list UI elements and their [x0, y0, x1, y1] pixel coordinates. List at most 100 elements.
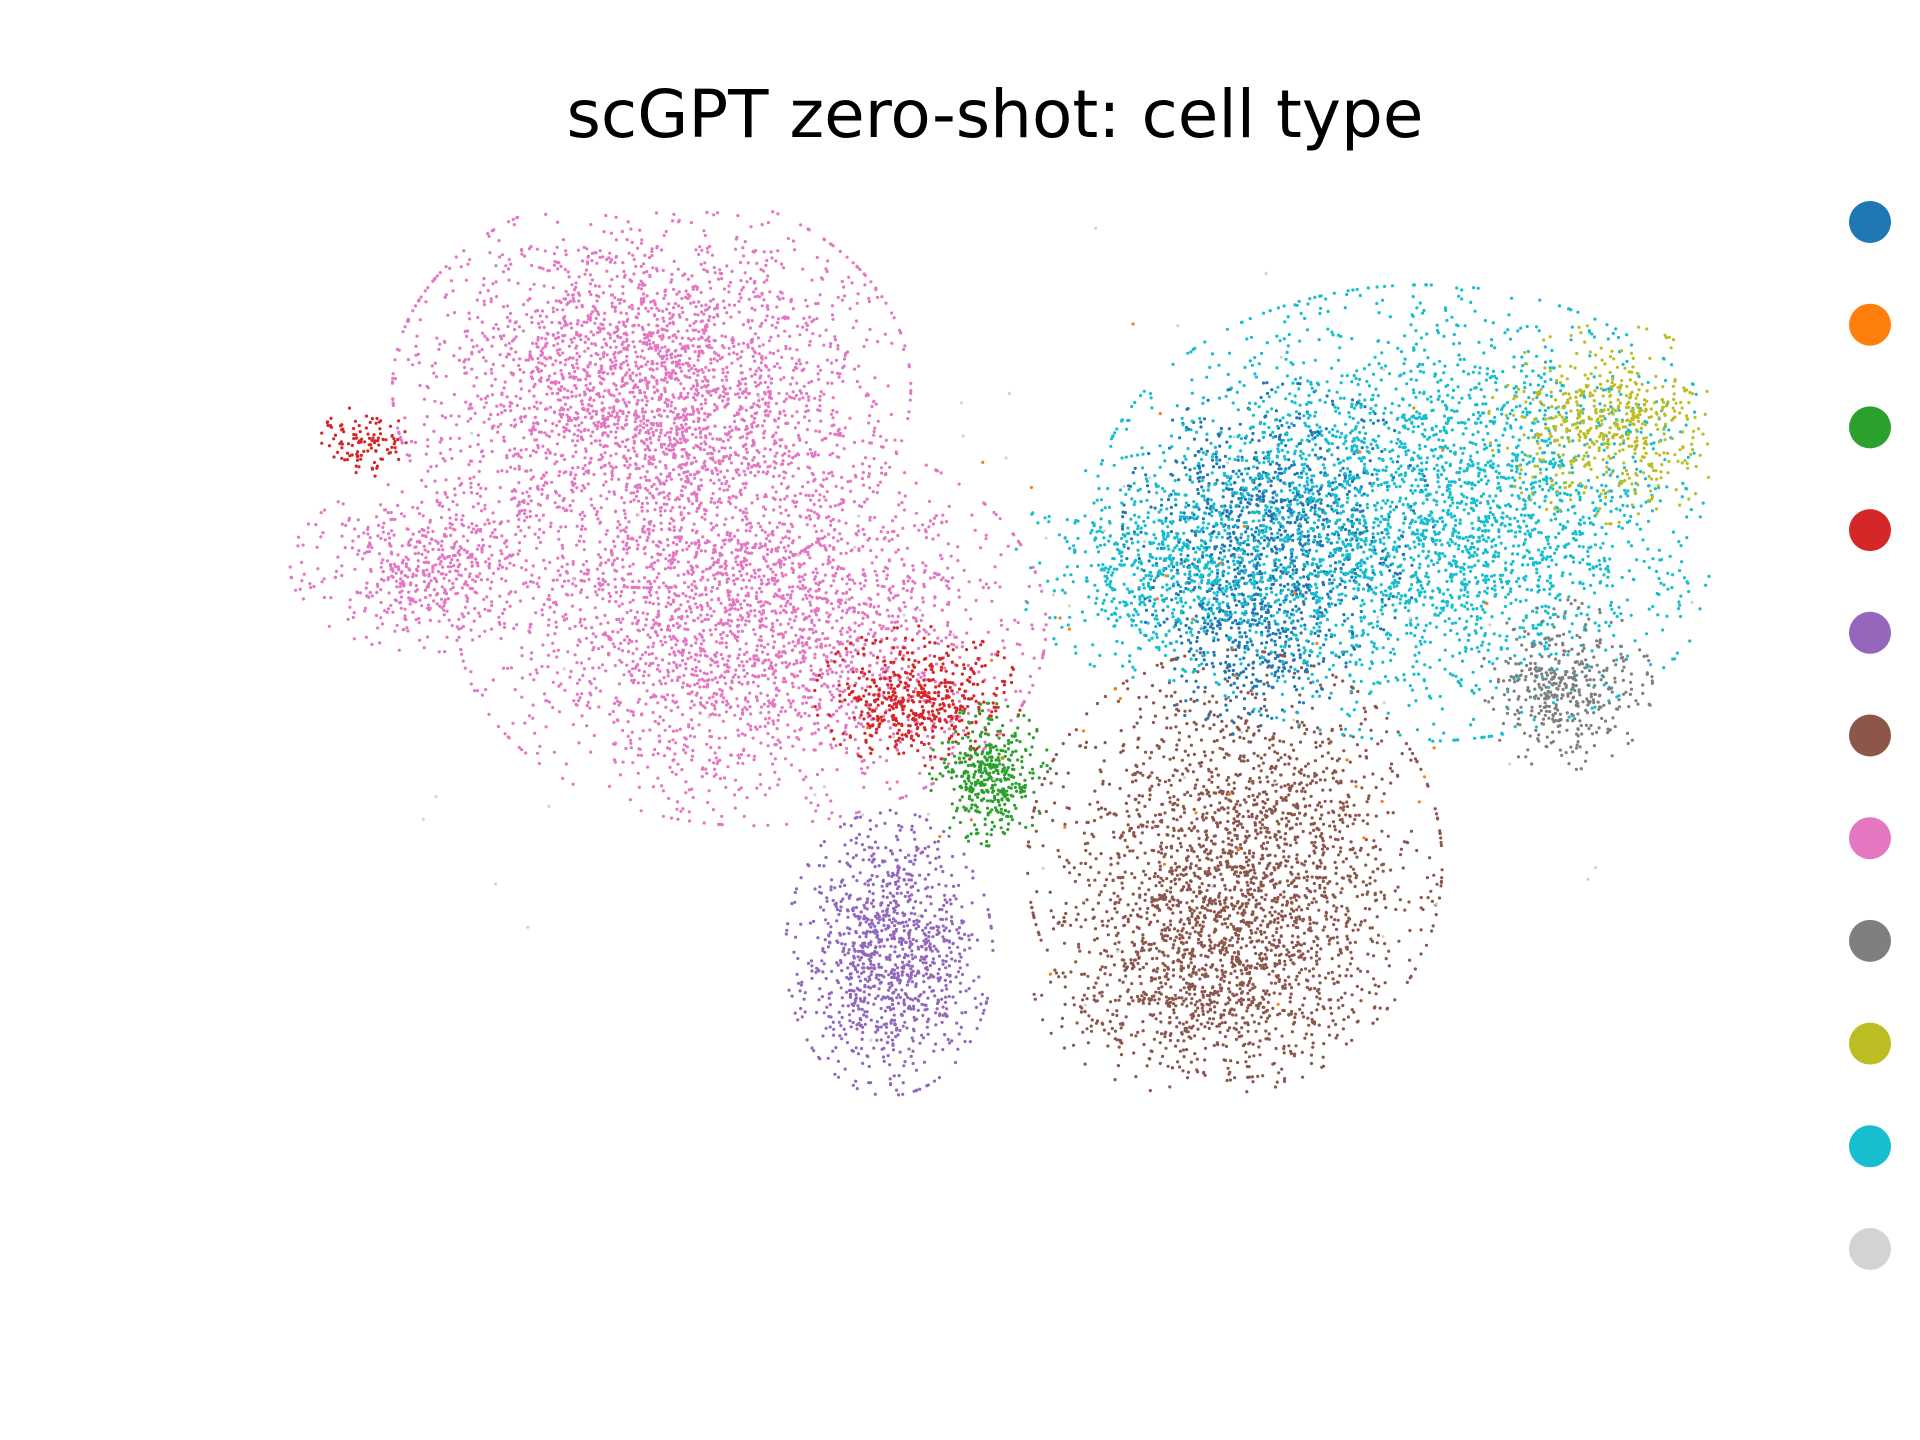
data-point	[653, 302, 657, 307]
data-point	[618, 392, 622, 396]
data-point	[470, 491, 474, 495]
data-point	[734, 495, 738, 500]
data-point	[761, 424, 765, 428]
data-point	[802, 316, 806, 320]
data-point	[821, 562, 825, 567]
data-point	[758, 725, 762, 729]
data-point	[653, 448, 658, 452]
data-point	[773, 770, 777, 775]
data-point	[669, 371, 674, 375]
data-point	[740, 711, 745, 715]
data-point	[558, 573, 562, 577]
data-point	[749, 712, 753, 716]
data-point	[620, 590, 624, 594]
data-point	[910, 587, 915, 591]
data-point	[535, 400, 539, 404]
data-point	[676, 329, 680, 333]
data-point	[655, 378, 659, 382]
data-point	[714, 640, 719, 644]
data-point	[798, 627, 802, 631]
data-point	[685, 329, 689, 333]
data-point	[589, 457, 593, 461]
data-point	[506, 267, 511, 271]
data-point	[671, 738, 675, 742]
data-point	[586, 254, 591, 258]
data-point	[638, 388, 642, 393]
data-point	[640, 501, 645, 506]
data-point	[712, 761, 716, 765]
data-point	[617, 682, 622, 686]
data-point	[927, 632, 931, 636]
data-point	[418, 318, 422, 322]
data-point	[704, 767, 708, 771]
data-point	[633, 385, 637, 389]
data-point	[708, 729, 712, 733]
data-point	[684, 422, 688, 426]
data-point	[641, 527, 645, 531]
data-point	[682, 471, 686, 475]
data-point	[753, 571, 757, 575]
data-point	[901, 579, 906, 583]
data-point	[835, 768, 839, 772]
data-point	[725, 479, 729, 483]
data-point	[820, 672, 825, 676]
data-point	[671, 393, 675, 397]
data-point	[558, 398, 563, 402]
data-point	[787, 698, 791, 703]
data-point	[832, 423, 836, 427]
data-point	[942, 730, 947, 734]
data-point	[710, 253, 715, 257]
data-point	[760, 292, 764, 296]
data-point	[646, 429, 650, 433]
data-point	[569, 471, 573, 475]
data-point	[802, 561, 806, 566]
data-point	[610, 563, 615, 567]
data-point	[566, 396, 570, 400]
data-point	[575, 681, 580, 685]
data-point	[724, 454, 729, 458]
data-point	[795, 735, 799, 740]
data-point	[532, 282, 536, 286]
data-point	[403, 416, 407, 420]
data-point	[783, 413, 787, 417]
data-point	[506, 666, 510, 671]
data-point	[639, 287, 644, 291]
data-point	[765, 552, 770, 557]
data-point	[658, 480, 662, 484]
data-point	[629, 746, 633, 750]
data-point	[639, 809, 643, 813]
data-point	[797, 535, 802, 539]
data-point	[512, 358, 516, 362]
data-point	[605, 497, 609, 501]
data-point	[654, 476, 658, 480]
data-point	[711, 446, 715, 450]
data-point	[507, 352, 511, 357]
data-point	[571, 483, 575, 487]
data-point	[893, 438, 897, 442]
data-point	[680, 768, 684, 772]
data-point	[659, 428, 663, 432]
data-point	[520, 252, 524, 256]
data-point	[470, 352, 474, 356]
data-point	[602, 327, 606, 331]
data-point	[682, 418, 686, 422]
data-point	[603, 451, 607, 455]
data-point	[667, 527, 671, 531]
data-point	[585, 704, 589, 708]
data-point	[713, 424, 717, 428]
data-point	[660, 357, 664, 361]
data-point	[790, 672, 794, 676]
data-point	[616, 630, 620, 634]
data-point	[757, 352, 761, 356]
data-point	[944, 636, 948, 640]
data-point	[466, 329, 470, 333]
data-point	[846, 702, 851, 707]
data-point	[836, 429, 840, 433]
data-point	[643, 475, 647, 479]
data-point	[571, 560, 575, 564]
data-point	[689, 718, 694, 722]
data-point	[875, 295, 880, 299]
data-point	[827, 471, 831, 475]
data-point	[684, 361, 688, 365]
data-point	[946, 621, 950, 625]
